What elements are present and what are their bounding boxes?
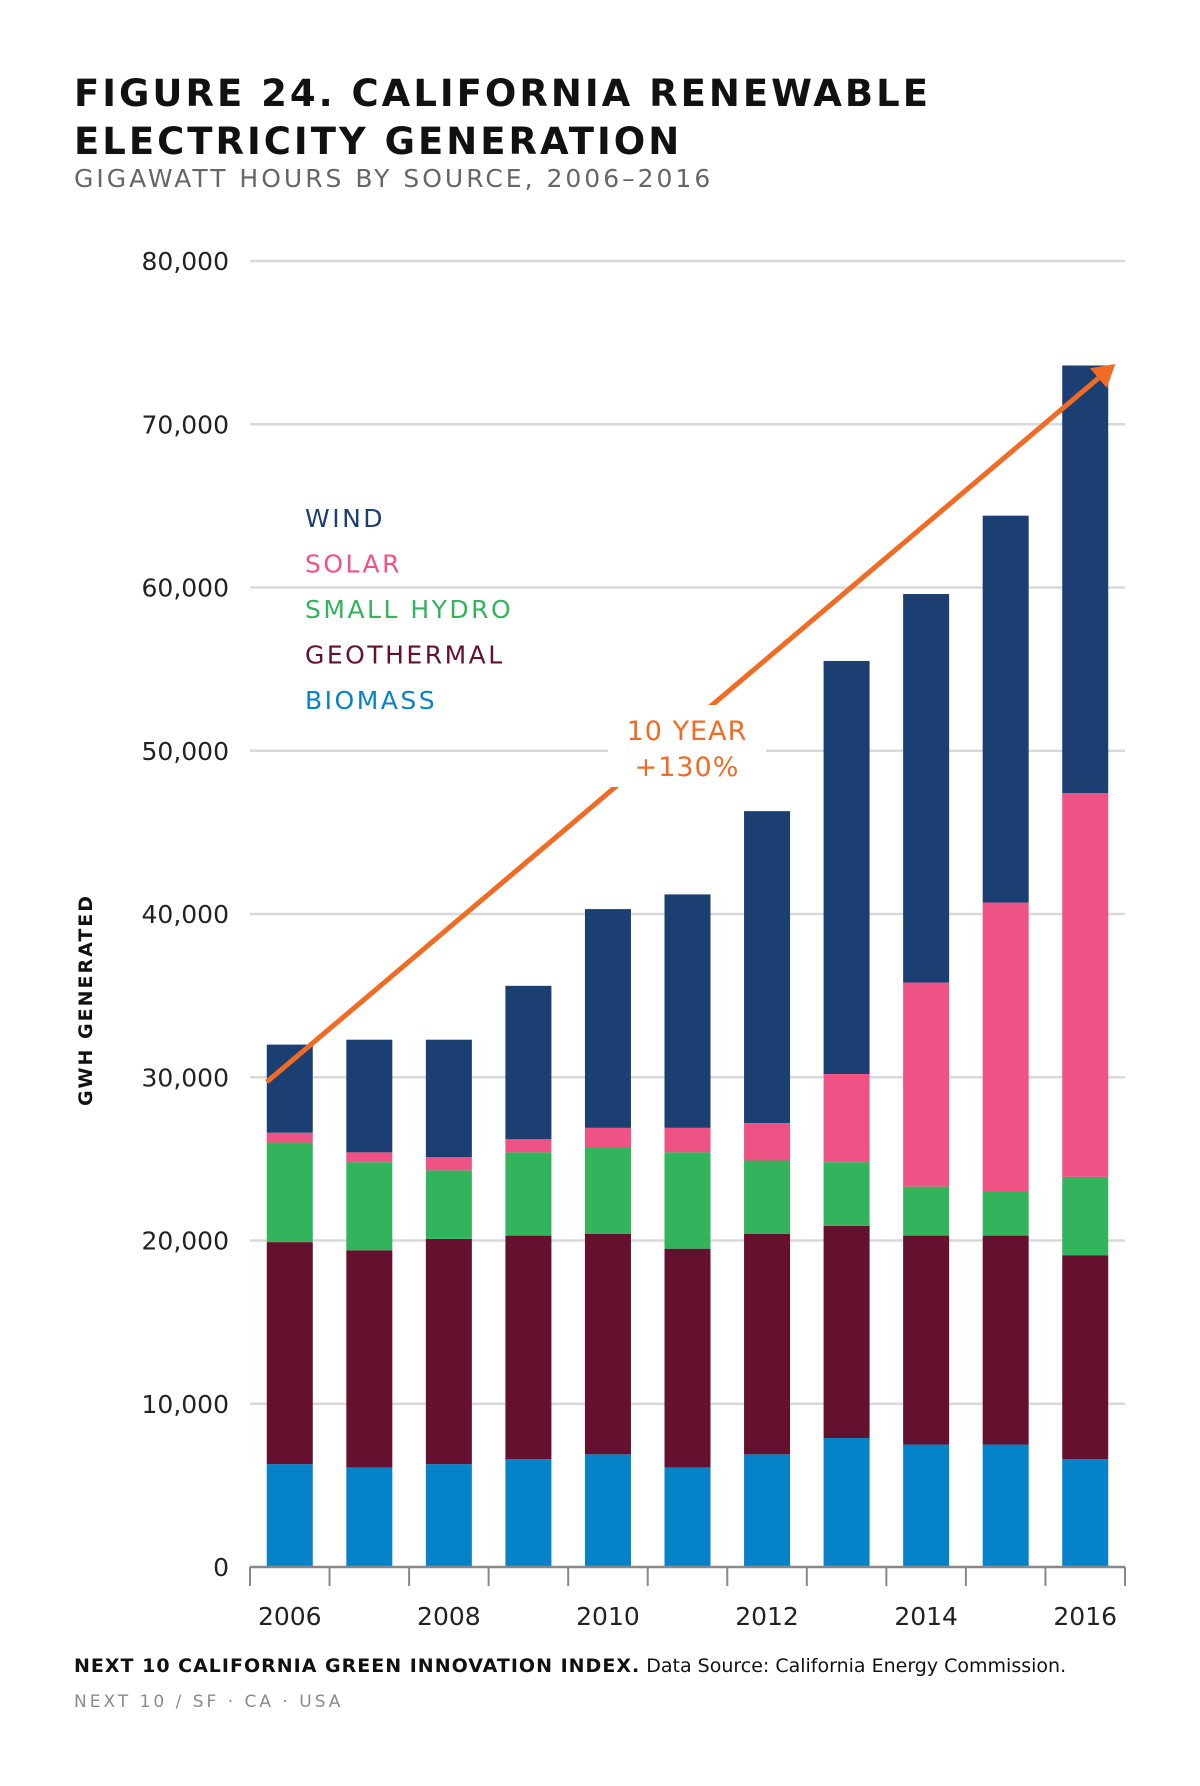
annotation-line-1: 10 YEAR [627, 716, 748, 747]
y-tick-label: 70,000 [142, 410, 229, 439]
bar-segment-geothermal [982, 1235, 1029, 1445]
bar-segment-geothermal [1062, 1255, 1109, 1460]
bar-segment-wind [903, 594, 950, 983]
x-tick-label: 2006 [258, 1602, 322, 1631]
y-axis-title: GWH GENERATED [75, 894, 97, 1106]
bar-segment-solar [266, 1132, 313, 1143]
bar-segment-biomass [425, 1464, 472, 1567]
bar-segment-wind [266, 1044, 313, 1133]
bar-segment-solar [425, 1157, 472, 1171]
bar-segment-small-hydro [1062, 1176, 1109, 1256]
legend-item-wind: WIND [305, 504, 385, 533]
x-tick-label: 2016 [1053, 1602, 1117, 1631]
bar-segment-biomass [982, 1444, 1029, 1567]
stacked-bar-chart: 0 10,000 20,000 30,000 40,000 50,000 60,000 70,… [75, 247, 1126, 1631]
footer-org: NEXT 10 / SF · CA · USA [74, 1692, 344, 1712]
x-tick-label: 2008 [417, 1602, 481, 1631]
y-tick-label: 20,000 [142, 1227, 229, 1256]
annotation-line-2: +130% [635, 752, 740, 783]
bar-segment-small-hydro [744, 1160, 791, 1234]
footer-source-text: Data Source: California Energy Commissio… [640, 1655, 1067, 1677]
bar-segment-geothermal [505, 1235, 552, 1460]
footer-source: NEXT 10 CALIFORNIA GREEN INNOVATION INDE… [74, 1655, 1066, 1677]
bar-segment-small-hydro [346, 1162, 393, 1251]
bar-segment-small-hydro [982, 1191, 1029, 1236]
legend-item-solar: SOLAR [305, 550, 402, 579]
bar-segment-wind [425, 1039, 472, 1158]
legend-item-small-hydro: SMALL HYDRO [305, 595, 513, 624]
bar-segment-wind [1062, 365, 1109, 794]
bar-segment-small-hydro [584, 1147, 631, 1234]
y-tick-label: 30,000 [142, 1063, 229, 1092]
bar-segment-wind [823, 660, 870, 1074]
bar-segment-solar [346, 1152, 393, 1163]
bar-segment-geothermal [744, 1233, 791, 1455]
bar-segment-geothermal [664, 1248, 711, 1468]
x-tick-label: 2012 [735, 1602, 799, 1631]
bar-segment-solar [982, 902, 1029, 1192]
bar-segment-biomass [664, 1467, 711, 1567]
bar-segment-geothermal [266, 1242, 313, 1465]
bar-segment-wind [346, 1039, 393, 1153]
bar-segment-geothermal [903, 1235, 950, 1445]
chart-subtitle: GIGAWATT HOURS BY SOURCE, 2006–2016 [74, 164, 714, 193]
bar-segment-small-hydro [823, 1162, 870, 1226]
bar-segment-biomass [266, 1464, 313, 1567]
legend-item-biomass: BIOMASS [305, 686, 437, 715]
x-tick-label: 2014 [894, 1602, 958, 1631]
bar-segment-small-hydro [664, 1152, 711, 1249]
legend-item-geothermal: GEOTHERMAL [305, 641, 505, 670]
bar-segment-wind [584, 909, 631, 1128]
y-tick-label: 50,000 [142, 737, 229, 766]
bar-segment-geothermal [425, 1238, 472, 1465]
bar-segment-biomass [346, 1467, 393, 1567]
bar-segment-wind [505, 985, 552, 1140]
x-tick-label: 2010 [576, 1602, 640, 1631]
bar-segment-small-hydro [425, 1170, 472, 1239]
bar-segment-solar [664, 1127, 711, 1153]
bar-segment-biomass [505, 1459, 552, 1567]
y-tick-label: 80,000 [142, 247, 229, 276]
title-line-1: FIGURE 24. CALIFORNIA RENEWABLE [74, 72, 931, 115]
bar-segment-biomass [823, 1438, 870, 1567]
bar-segment-small-hydro [266, 1142, 313, 1243]
bar-segment-solar [903, 982, 950, 1187]
bar-segment-biomass [1062, 1459, 1109, 1567]
chart-title: FIGURE 24. CALIFORNIA RENEWABLE ELECTRIC… [74, 70, 931, 166]
bar-segment-solar [584, 1127, 631, 1148]
bar-segment-solar [823, 1073, 870, 1163]
bar-segment-geothermal [823, 1225, 870, 1439]
growth-arrow-head [1090, 363, 1116, 389]
bar-segment-biomass [744, 1454, 791, 1567]
bar-segment-biomass [903, 1444, 950, 1567]
annotation-label-background [608, 705, 766, 787]
bar-segment-biomass [584, 1454, 631, 1567]
title-line-2: ELECTRICITY GENERATION [74, 120, 683, 163]
bar-segment-wind [744, 811, 791, 1123]
bar-segment-geothermal [346, 1250, 393, 1468]
bar-segment-small-hydro [505, 1152, 552, 1236]
y-tick-label: 40,000 [142, 900, 229, 929]
bar-segment-solar [505, 1139, 552, 1153]
bars-layer [266, 365, 1109, 1567]
footer-source-bold: NEXT 10 CALIFORNIA GREEN INNOVATION INDE… [74, 1655, 641, 1677]
y-tick-label: 60,000 [142, 574, 229, 603]
y-tick-label: 0 [213, 1553, 229, 1582]
bar-segment-solar [1062, 793, 1109, 1177]
legend-layer: WIND SOLAR SMALL HYDRO GEOTHERMAL BIOMASS [305, 504, 513, 715]
bar-segment-wind [982, 515, 1029, 903]
bar-segment-wind [664, 894, 711, 1128]
bar-segment-small-hydro [903, 1186, 950, 1236]
annotation-layer: 10 YEAR +130% [265, 363, 1116, 1084]
bar-segment-solar [744, 1122, 791, 1161]
axis-layer: 0 10,000 20,000 30,000 40,000 50,000 60,000 70,… [75, 247, 1126, 1631]
bar-segment-geothermal [584, 1233, 631, 1455]
y-tick-label: 10,000 [142, 1390, 229, 1419]
